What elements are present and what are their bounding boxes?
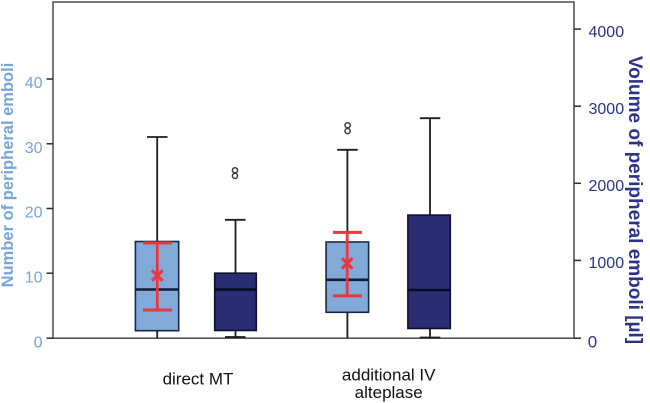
svg-text:additional IV: additional IV — [342, 365, 436, 384]
svg-text:3000: 3000 — [589, 101, 625, 118]
svg-text:2000: 2000 — [589, 178, 625, 195]
svg-text:30: 30 — [25, 140, 43, 157]
svg-text:1000: 1000 — [589, 255, 625, 272]
svg-text:Volume of peripheral emboli [µ: Volume of peripheral emboli [µl] — [624, 56, 645, 344]
svg-text:alteplase: alteplase — [355, 383, 423, 402]
svg-text:4000: 4000 — [589, 24, 625, 41]
svg-text:direct MT: direct MT — [163, 370, 234, 389]
svg-text:Number of peripheral emboli: Number of peripheral emboli — [0, 63, 17, 288]
svg-text:20: 20 — [25, 205, 43, 222]
svg-text:10: 10 — [25, 269, 43, 286]
svg-text:40: 40 — [25, 75, 43, 92]
svg-text:0: 0 — [588, 333, 597, 352]
svg-text:0: 0 — [34, 334, 43, 351]
